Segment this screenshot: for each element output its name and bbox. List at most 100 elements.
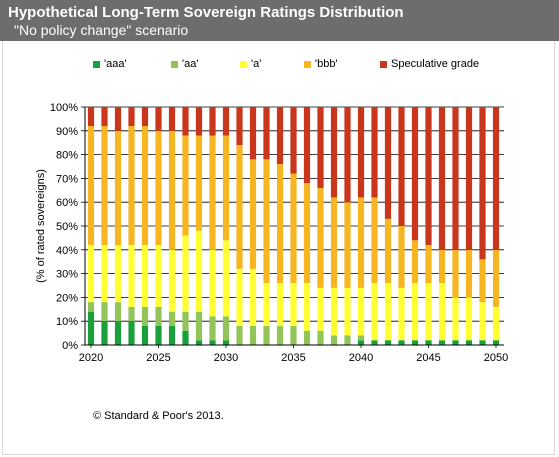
bar-segment xyxy=(479,302,486,341)
bar-segment xyxy=(398,226,405,288)
bar-segment xyxy=(371,283,378,341)
bar-segment xyxy=(452,340,459,345)
bar-segment xyxy=(182,311,189,331)
bar-segment xyxy=(249,107,257,160)
bar-segment xyxy=(168,130,176,250)
bar-segment xyxy=(411,240,419,284)
bar-segment xyxy=(465,340,473,345)
bar-segment xyxy=(357,197,365,288)
legend-swatch xyxy=(304,60,311,68)
bar-segment xyxy=(141,325,149,345)
bar-segment xyxy=(222,135,230,241)
bar-segment xyxy=(141,107,149,127)
bar-segment xyxy=(411,283,419,341)
bar-segment xyxy=(168,107,176,131)
copyright-text: © Standard & Poor's 2013. xyxy=(93,410,224,422)
bar-segment xyxy=(155,325,162,345)
bar-segment xyxy=(344,335,351,345)
bar-segment xyxy=(249,159,257,269)
bar-segment xyxy=(384,107,392,219)
bar-segment xyxy=(276,164,284,284)
bar-segment xyxy=(303,283,311,331)
bar-segment xyxy=(330,335,338,345)
y-tick-label: 10% xyxy=(56,316,78,328)
bar-segment xyxy=(236,268,243,326)
bar-segment xyxy=(114,302,122,322)
bar-segment xyxy=(344,107,351,203)
bar-segment xyxy=(492,107,500,250)
bar-segment xyxy=(249,268,257,326)
bar-segment xyxy=(290,173,297,284)
x-tick-label: 2040 xyxy=(349,352,373,364)
bar-segment xyxy=(87,245,95,303)
bar-segment xyxy=(128,107,135,127)
bar-segment xyxy=(128,306,135,322)
bar-segment xyxy=(303,330,311,345)
bar-segment xyxy=(276,283,284,326)
y-tick-label: 50% xyxy=(56,221,78,233)
bar-segment xyxy=(465,107,473,250)
chart-header: Hypothetical Long-Term Sovereign Ratings… xyxy=(0,0,559,41)
bar-segment xyxy=(398,287,405,341)
bar-segment xyxy=(479,107,486,260)
bar-segment xyxy=(492,340,500,345)
bar-segment xyxy=(182,330,189,345)
bar-segment xyxy=(276,107,284,165)
bar-segment xyxy=(452,297,459,341)
bar-segment xyxy=(398,340,405,345)
bar-segment xyxy=(452,107,459,250)
bar-segment xyxy=(263,283,270,326)
bar-segment xyxy=(101,321,108,345)
bar-segment xyxy=(371,340,378,345)
chart-legend: 'aaa' 'aa' 'a' 'bbb' Speculative grade xyxy=(0,58,559,70)
y-tick-label: 80% xyxy=(56,150,78,162)
bar-segment xyxy=(236,325,243,345)
bar-segment xyxy=(209,340,216,345)
bar-segment xyxy=(438,249,446,284)
bar-segment xyxy=(168,311,176,326)
bar-segment xyxy=(141,245,149,307)
y-tick-label: 60% xyxy=(56,197,78,209)
bar-segment xyxy=(303,107,311,184)
y-tick-label: 70% xyxy=(56,173,78,185)
bar-segment xyxy=(209,135,216,250)
bar-segment xyxy=(357,335,365,341)
bar-segment xyxy=(182,235,189,312)
bar-segment xyxy=(411,107,419,241)
bar-segment xyxy=(209,316,216,341)
y-tick-label: 0% xyxy=(62,340,78,352)
legend-item: 'a' xyxy=(240,58,261,70)
legend-swatch xyxy=(93,60,100,68)
chart-title: Hypothetical Long-Term Sovereign Ratings… xyxy=(8,4,404,21)
bar-segment xyxy=(87,311,95,345)
bar-segment xyxy=(155,245,162,307)
bar-segment xyxy=(141,126,149,246)
bar-segment xyxy=(195,311,203,341)
legend-label: Speculative grade xyxy=(391,58,480,70)
bar-segment xyxy=(330,287,338,336)
x-tick-label: 2020 xyxy=(79,352,103,364)
bar-segment xyxy=(209,107,216,136)
bar-segment xyxy=(114,107,122,131)
chart-frame xyxy=(2,41,555,455)
bar-segment xyxy=(371,107,378,198)
bar-segment xyxy=(384,340,392,345)
bar-segment xyxy=(465,249,473,298)
bar-segment xyxy=(128,245,135,307)
bar-segment xyxy=(128,321,135,345)
bar-segment xyxy=(195,135,203,231)
bar-segment xyxy=(317,330,324,345)
bar-segment xyxy=(479,259,486,303)
bar-segment xyxy=(438,107,446,250)
bar-segment xyxy=(114,321,122,345)
legend-swatch xyxy=(380,60,387,68)
bar-segment xyxy=(87,126,95,246)
bar-segment xyxy=(438,283,446,341)
bar-segment xyxy=(371,197,378,284)
y-tick-label: 90% xyxy=(56,126,78,138)
bar-segment xyxy=(398,107,405,226)
bar-segment xyxy=(263,325,270,345)
bar-segment xyxy=(438,340,446,345)
bar-segment xyxy=(182,135,189,236)
legend-label: 'bbb' xyxy=(315,58,338,70)
